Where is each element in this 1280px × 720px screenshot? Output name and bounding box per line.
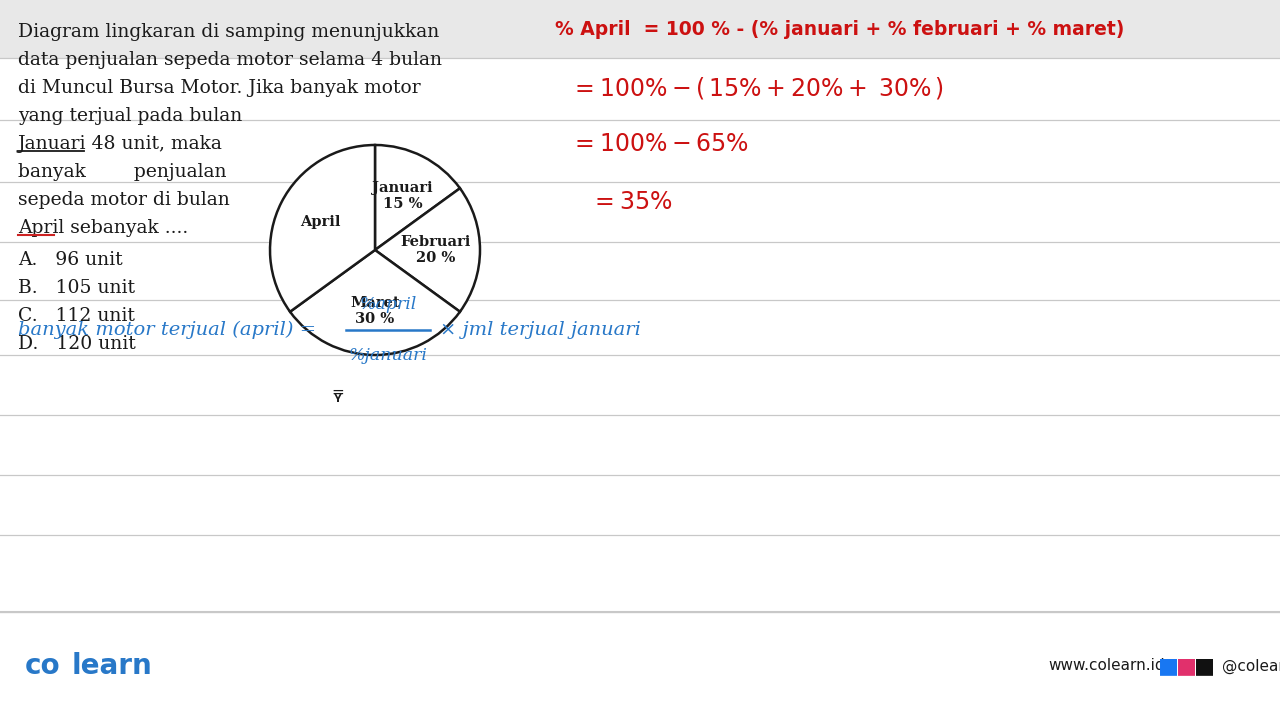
Wedge shape — [291, 250, 460, 355]
Text: %april: %april — [360, 296, 416, 313]
Wedge shape — [375, 189, 480, 312]
Text: April: April — [301, 215, 340, 230]
Text: www.colearn.id: www.colearn.id — [1048, 659, 1165, 673]
Text: yang terjual pada bulan: yang terjual pada bulan — [18, 107, 242, 125]
Text: @colearn.id: @colearn.id — [1222, 658, 1280, 674]
Text: × jml terjual januari: × jml terjual januari — [440, 321, 641, 339]
Text: =: = — [332, 384, 344, 400]
Text: learn: learn — [72, 652, 152, 680]
Text: A.   96 unit: A. 96 unit — [18, 251, 123, 269]
Text: April sebanyak ....: April sebanyak .... — [18, 219, 188, 237]
Text: sepeda motor di bulan: sepeda motor di bulan — [18, 191, 229, 209]
Text: data penjualan sepeda motor selama 4 bulan: data penjualan sepeda motor selama 4 bul… — [18, 51, 442, 69]
Text: Maret
30 %: Maret 30 % — [351, 296, 399, 326]
Text: Februari
20 %: Februari 20 % — [401, 235, 471, 265]
Text: $\mathit{= 100\% - 65\%}$: $\mathit{= 100\% - 65\%}$ — [570, 132, 749, 156]
Text: Diagram lingkaran di samping menunjukkan: Diagram lingkaran di samping menunjukkan — [18, 23, 439, 41]
Text: di Muncul Bursa Motor. Jika banyak motor: di Muncul Bursa Motor. Jika banyak motor — [18, 79, 421, 97]
Text: ■: ■ — [1157, 656, 1179, 676]
Bar — [0, 612, 1280, 720]
Text: banyak motor terjual (april) =: banyak motor terjual (april) = — [18, 321, 323, 339]
Text: ■: ■ — [1193, 656, 1215, 676]
Text: $\mathit{= 35\%}$: $\mathit{= 35\%}$ — [590, 190, 672, 214]
Text: Januari 48 unit, maka: Januari 48 unit, maka — [18, 135, 223, 153]
Text: $\mathit{= 100\% - (\,15\% + 20\% +\; 30\%\,)}$: $\mathit{= 100\% - (\,15\% + 20\% +\; 30… — [570, 75, 943, 101]
Text: Januari
15 %: Januari 15 % — [372, 181, 433, 211]
Text: banyak        penjualan: banyak penjualan — [18, 163, 227, 181]
Text: %januari: %januari — [348, 347, 428, 364]
Text: B.   105 unit: B. 105 unit — [18, 279, 134, 297]
Bar — [0, 58, 1280, 612]
Text: % April  = 100 % - (% januari + % februari + % maret): % April = 100 % - (% januari + % februar… — [556, 20, 1124, 39]
Wedge shape — [270, 145, 375, 312]
Text: co: co — [26, 652, 60, 680]
Wedge shape — [375, 145, 460, 250]
Text: C.   112 unit: C. 112 unit — [18, 307, 134, 325]
Text: D.   120 unit: D. 120 unit — [18, 335, 136, 353]
Text: ■: ■ — [1175, 656, 1197, 676]
